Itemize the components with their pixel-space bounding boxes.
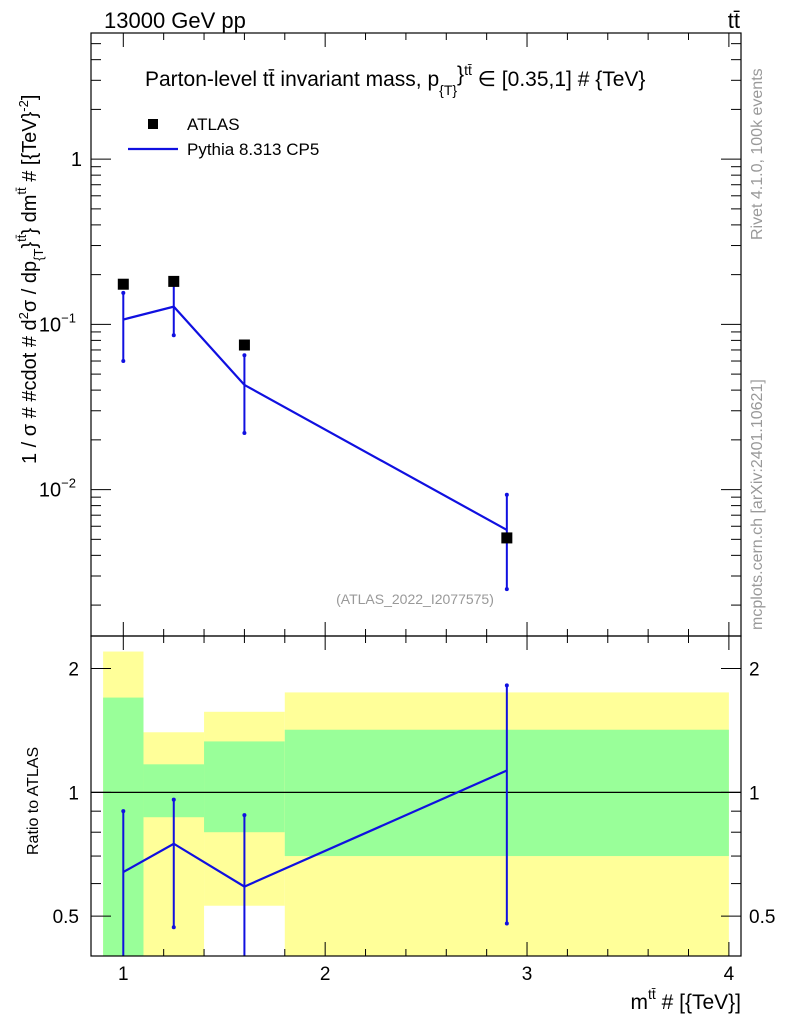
main-y-tick-label: 10−1 [39,310,76,336]
main-plot-panel: 1 10−1 10−2 Parton-level tt̄ invariant mas… [14,32,742,637]
ratio-frame [90,635,742,957]
pythia-error-cap [504,587,509,592]
title-superscript: } [457,63,464,86]
main-y-tick-label: 10−2 [39,476,76,502]
ratio-y-tick-label-right: 0.5 [749,907,775,928]
ratio-error-cap [121,809,126,814]
title-superscript-tt: tt̄ [464,62,472,78]
legend-pythia-label: Pythia 8.313 CP5 [187,140,319,159]
title-part-a: Parton-level t [145,68,269,91]
ratio-series [121,683,509,956]
pythia-error-cap [121,290,126,295]
ratio-y-tick-label: 2 [68,660,79,681]
pythia-error-cap [504,492,509,497]
pythia-error-cap [242,353,247,358]
ratio-y-axis-label: Ratio to ATLAS [25,747,42,855]
ratio-bands [103,651,729,956]
legend-atlas-marker [148,119,158,129]
pythia-error-cap [121,359,126,364]
pythia-error-cap [171,333,176,338]
x-tick-label: 2 [320,964,331,985]
plot-title: Parton-level tt̄ invariant mass, p{T}}tt… [145,62,645,98]
ratio-error-cap [171,797,176,802]
title-part-c: ∈ [0.35,1] # {TeV} [472,68,646,91]
atlas-data-point [117,278,129,290]
x-tick-label: 3 [522,964,533,985]
legend: ATLAS Pythia 8.313 CP5 [128,115,319,159]
ratio-y-tick-label: 1 [68,783,79,804]
mcplots-label: mcplots.cern.ch [arXiv:2401.10621] [749,379,766,630]
x-tick-label: 4 [724,964,735,985]
ratio-plot-panel: 1 2 3 4 0.5 0.5 1 1 2 2 Ratio to ATLAS mtt̄ # [{T… [25,635,775,1014]
process-label: tt̄ [728,8,740,33]
main-y-axis-label: 1 / σ # #cdot # d2σ / dp{T}tt̄} dmtt̄ # … [14,95,46,464]
pythia-line [123,305,508,531]
atlas-data-point [501,532,513,544]
rivet-version-label: Rivet 4.1.0, 100k events [749,68,766,240]
atlas-data-point [238,339,250,351]
x-axis-label: mtt̄ # [{TeV}] [630,986,741,1014]
legend-atlas-label: ATLAS [187,115,240,134]
ratio-ticks: 1 2 3 4 0.5 0.5 1 1 2 2 [53,636,775,985]
main-y-tick-label: 1 [71,149,82,171]
main-series [117,275,513,592]
main-ticks: 1 10−1 10−2 [39,33,741,636]
ratio-error-cap [171,925,176,930]
ratio-error-cap [504,683,509,688]
title-subscript: {T} [439,82,457,98]
ratio-y-tick-label: 0.5 [53,907,79,928]
x-tick-label: 1 [118,964,129,985]
ratio-error-cap [242,813,247,818]
ratio-y-tick-label-right: 1 [749,783,760,804]
ratio-y-tick-label-right: 2 [749,660,760,681]
analysis-watermark: (ATLAS_2022_I2077575) [336,591,494,607]
pythia-error-cap [242,431,247,436]
ratio-error-cap [504,921,509,926]
atlas-data-point [168,275,180,287]
title-part-b: t̄ invariant mass, p [268,68,439,91]
collision-label: 13000 GeV pp [104,8,246,33]
ratio-pythia-line [122,769,508,888]
